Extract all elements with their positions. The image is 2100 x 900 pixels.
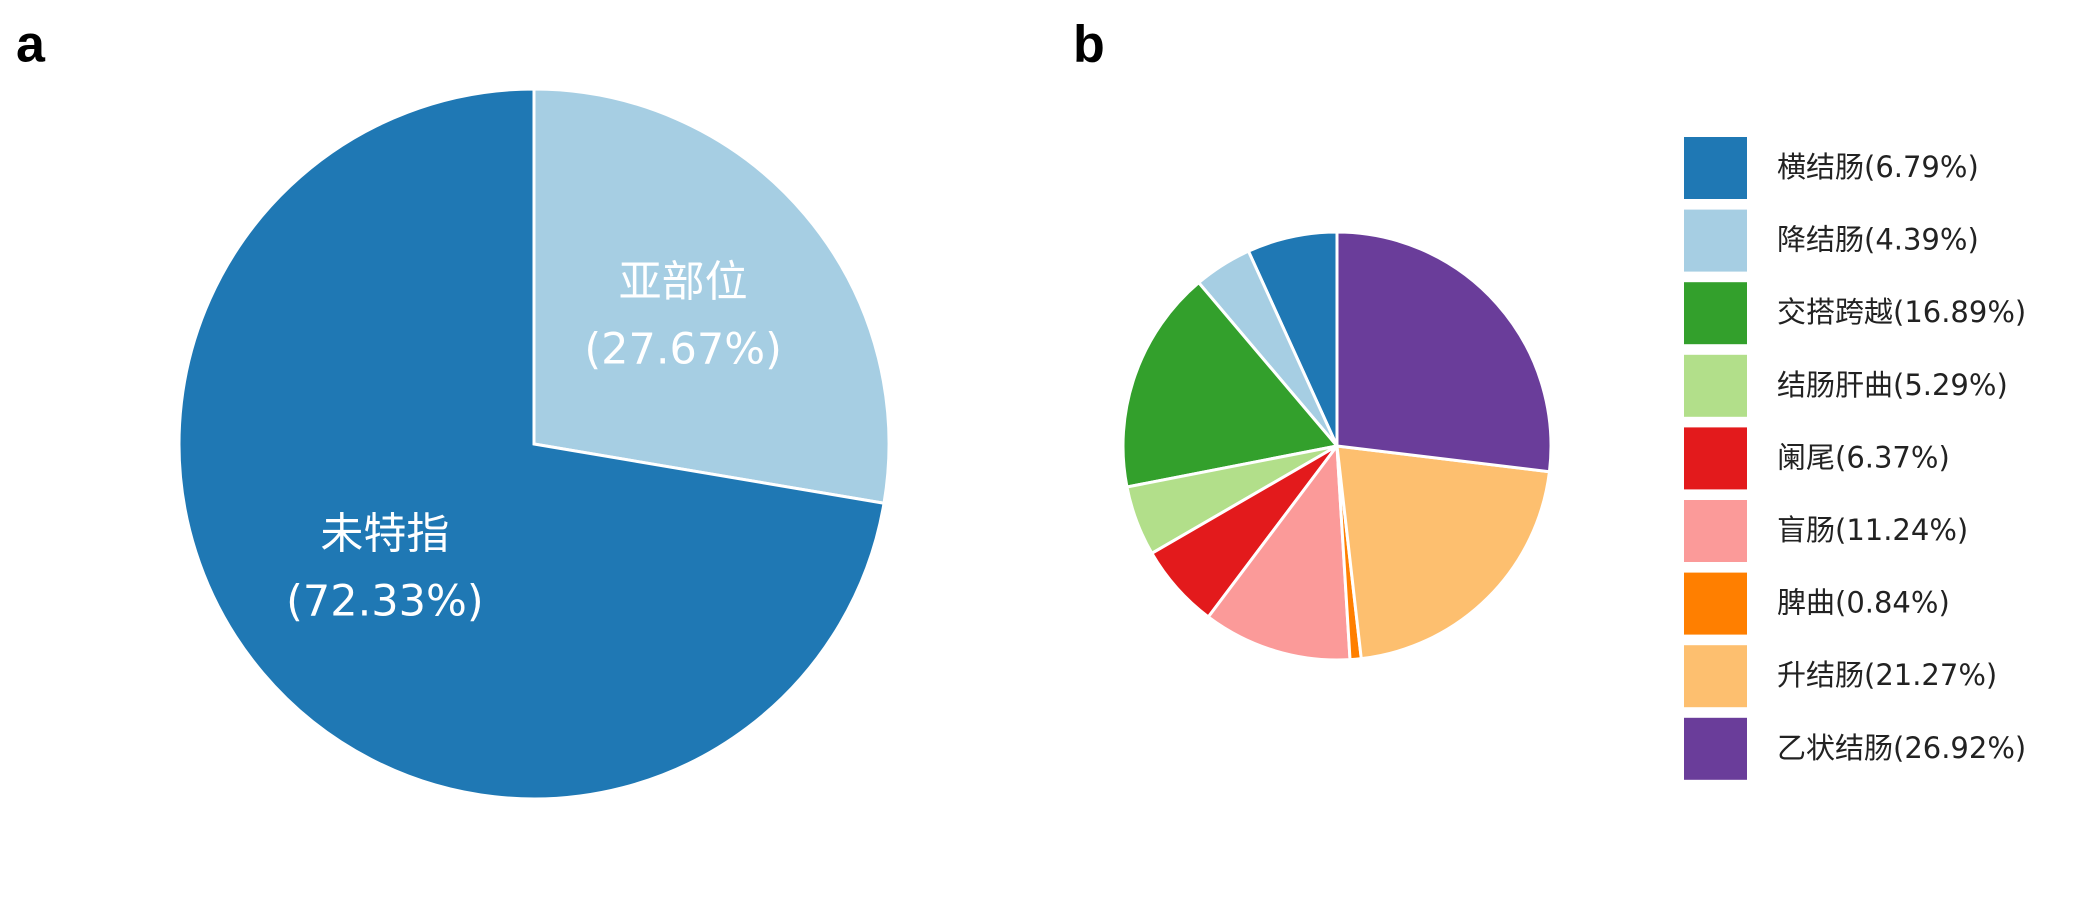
legend-label: 脾曲(0.84%) bbox=[1777, 586, 1950, 620]
slice-label: 亚部位 bbox=[619, 257, 748, 307]
pie-slice bbox=[177, 87, 886, 801]
pie-slice bbox=[1335, 444, 1552, 661]
pie-slice bbox=[532, 87, 891, 506]
slice-value-label: (27.67%) bbox=[584, 324, 782, 374]
legend-label: 横结肠(6.79%) bbox=[1777, 150, 1979, 184]
panel-label: a bbox=[16, 16, 46, 74]
legend-swatch bbox=[1684, 500, 1747, 562]
slice-label: 未特指 bbox=[320, 510, 449, 560]
legend-label: 降结肠(4.39%) bbox=[1777, 223, 1979, 257]
legend-label: 升结肠(21.27%) bbox=[1777, 658, 1997, 692]
pie-slice bbox=[1335, 230, 1553, 474]
legend-swatch bbox=[1684, 282, 1747, 345]
legend-label: 阑尾(6.37%) bbox=[1777, 440, 1950, 474]
pie-slice bbox=[1121, 280, 1340, 489]
legend-label: 交搭跨越(16.89%) bbox=[1777, 295, 2026, 329]
legend-swatch bbox=[1684, 572, 1747, 635]
legend-swatch bbox=[1684, 717, 1747, 780]
legend-label: 结肠肝曲(5.29%) bbox=[1777, 368, 2008, 402]
legend-swatch bbox=[1684, 209, 1747, 272]
legend-swatch bbox=[1684, 427, 1747, 490]
pie-slice bbox=[1206, 441, 1352, 662]
legend-swatch bbox=[1684, 645, 1747, 708]
legend-swatch bbox=[1684, 354, 1747, 417]
legend-label: 乙状结肠(26.92%) bbox=[1777, 731, 2026, 765]
slice-value-label: (72.33%) bbox=[286, 577, 484, 627]
legend-label: 盲肠(11.24%) bbox=[1777, 513, 1968, 547]
legend-swatch bbox=[1684, 137, 1747, 199]
panel-label: b bbox=[1073, 16, 1105, 74]
